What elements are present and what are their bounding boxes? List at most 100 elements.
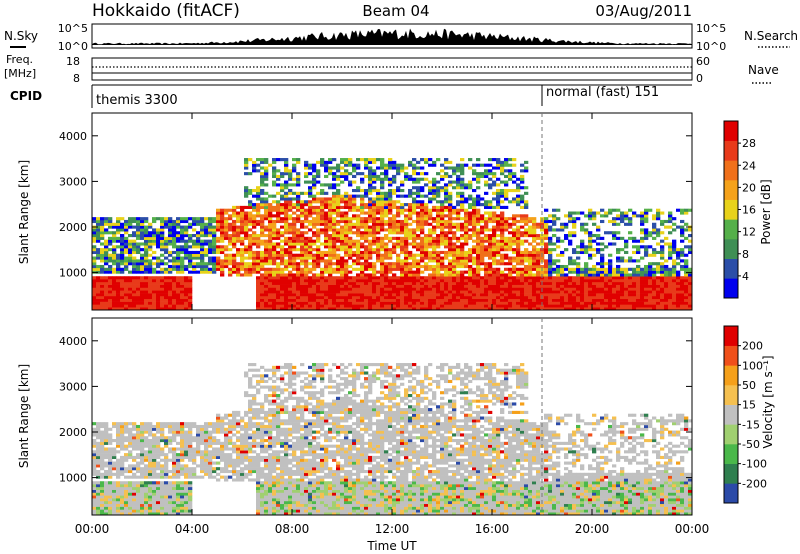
heatmap-cell	[304, 295, 309, 300]
heatmap-cell	[376, 287, 381, 291]
heatmap-cell	[120, 245, 125, 249]
heatmap-cell	[236, 236, 241, 240]
heatmap-cell	[628, 298, 633, 302]
heatmap-cell	[336, 301, 341, 305]
heatmap-cell	[116, 293, 121, 297]
heatmap-cell	[512, 270, 517, 274]
heatmap-cell	[500, 262, 505, 266]
heatmap-cell	[368, 172, 373, 176]
heatmap-cell	[368, 295, 373, 300]
heatmap-cell	[96, 455, 101, 460]
heatmap-cell	[204, 248, 209, 252]
heatmap-cell	[432, 219, 437, 224]
heatmap-cell	[404, 214, 409, 218]
heatmap-cell	[392, 242, 397, 246]
heatmap-cell	[136, 281, 141, 285]
heatmap-cell	[140, 228, 145, 232]
heatmap-cell	[620, 248, 625, 252]
heatmap-cell	[416, 191, 421, 195]
heatmap-cell	[556, 276, 561, 280]
heatmap-cell	[460, 304, 465, 308]
heatmap-cell	[188, 253, 193, 257]
heatmap-cell	[504, 276, 509, 280]
heatmap-cell	[624, 250, 629, 255]
heatmap-cell	[156, 307, 161, 311]
heatmap-cell	[400, 267, 405, 271]
heatmap-cell	[524, 259, 529, 263]
heatmap-cell	[304, 301, 309, 305]
heatmap-cell	[260, 253, 265, 257]
heatmap-cell	[404, 301, 409, 305]
heatmap-cell	[184, 301, 189, 305]
heatmap-cell	[668, 211, 673, 215]
heatmap-cell	[536, 248, 541, 252]
heatmap-cell	[172, 225, 177, 229]
heatmap-cell	[332, 287, 337, 291]
heatmap-cell	[532, 236, 537, 240]
heatmap-cell	[524, 166, 529, 170]
heatmap-cell	[520, 307, 525, 311]
heatmap-cell	[256, 214, 261, 218]
heatmap-cell	[256, 264, 261, 269]
heatmap-cell	[632, 245, 637, 249]
heatmap-cell	[400, 248, 405, 252]
heatmap-cell	[472, 279, 477, 283]
heatmap-cell	[276, 245, 281, 249]
heatmap-cell	[460, 217, 465, 221]
heatmap-cell	[440, 174, 445, 179]
heatmap-cell	[324, 307, 329, 311]
heatmap-cell	[356, 250, 361, 255]
heatmap-cell	[568, 301, 573, 305]
heatmap-cell	[560, 225, 565, 229]
heatmap-cell	[124, 225, 129, 229]
heatmap-cell	[688, 287, 693, 291]
heatmap-cell	[476, 256, 481, 260]
heatmap-cell	[548, 259, 553, 263]
heatmap-cell	[644, 270, 649, 274]
heatmap-cell	[528, 262, 533, 266]
heatmap-cell	[344, 236, 349, 240]
heatmap-cell	[328, 267, 333, 271]
heatmap-cell	[508, 262, 513, 266]
heatmap-cell	[620, 236, 625, 240]
heatmap-cell	[248, 253, 253, 257]
heatmap-cell	[360, 203, 365, 207]
heatmap-cell	[648, 231, 653, 235]
heatmap-cell	[580, 228, 585, 232]
heatmap-cell	[616, 267, 621, 271]
heatmap-cell	[448, 304, 453, 308]
heatmap-cell	[444, 197, 449, 201]
heatmap-cell	[456, 217, 461, 221]
heatmap-cell	[360, 284, 365, 288]
heatmap-cell	[260, 191, 265, 195]
heatmap-cell	[400, 205, 405, 209]
heatmap-cell	[164, 245, 169, 249]
heatmap-cell	[500, 279, 505, 283]
heatmap-cell	[300, 273, 305, 277]
heatmap-cell	[616, 231, 621, 235]
heatmap-cell	[144, 270, 149, 274]
colorbar-swatch	[724, 140, 738, 161]
heatmap-cell	[344, 160, 349, 164]
heatmap-cell	[428, 284, 433, 288]
heatmap-cell	[324, 298, 329, 302]
heatmap-cell	[132, 231, 137, 235]
heatmap-cell	[148, 262, 153, 266]
heatmap-cell	[248, 256, 253, 260]
heatmap-cell	[636, 295, 641, 300]
heatmap-cell	[512, 231, 517, 235]
heatmap-cell	[232, 262, 237, 266]
heatmap-cell	[576, 264, 581, 269]
heatmap-cell	[384, 194, 389, 198]
heatmap-cell	[416, 225, 421, 229]
heatmap-cell	[104, 295, 109, 300]
heatmap-cell	[652, 307, 657, 311]
heatmap-cell	[528, 225, 533, 229]
heatmap-cell	[476, 295, 481, 300]
heatmap-cell	[544, 281, 549, 285]
heatmap-cell	[176, 250, 181, 255]
heatmap-cell	[108, 284, 113, 288]
heatmap-cell	[492, 234, 497, 238]
heatmap-cell	[368, 188, 373, 193]
heatmap-cell	[584, 279, 589, 283]
